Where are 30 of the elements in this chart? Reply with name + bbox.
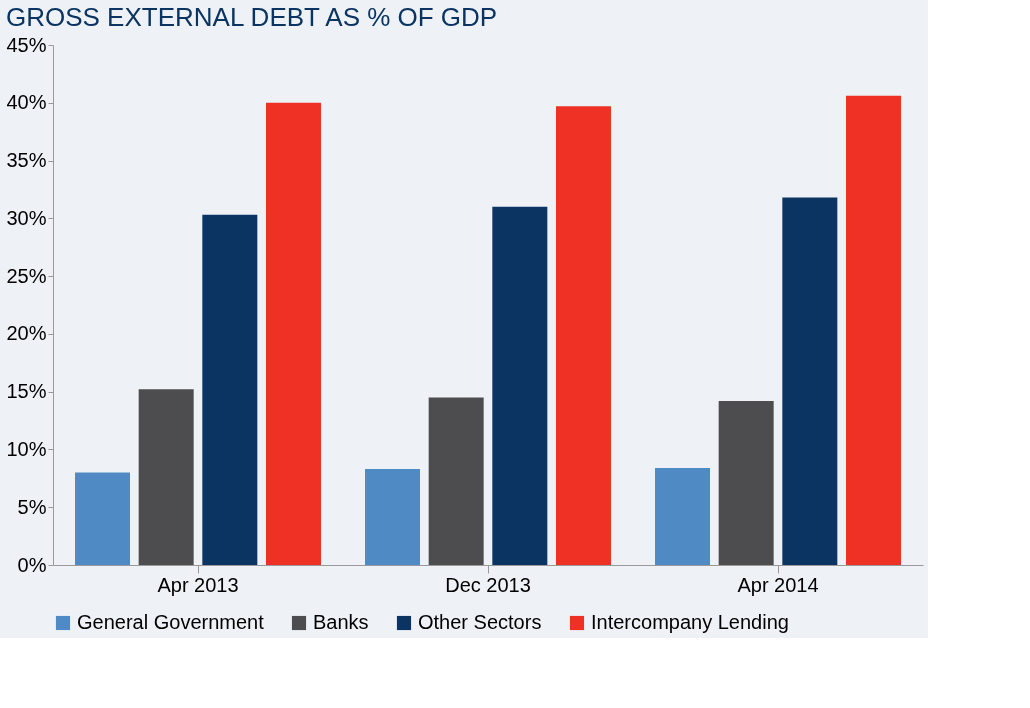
y-tick-label: 20%	[6, 322, 47, 345]
legend-label: General Government	[77, 611, 265, 633]
bar	[845, 95, 901, 565]
bar	[138, 389, 194, 565]
y-tick-label: 10%	[6, 437, 47, 460]
y-tick-label: 25%	[6, 264, 47, 287]
bar	[492, 206, 548, 565]
chart-title: GROSS EXTERNAL DEBT AS % OF GDP	[5, 2, 498, 32]
bar	[655, 467, 711, 565]
y-tick-label: 5%	[17, 495, 47, 518]
legend-label: Other Sectors	[418, 611, 542, 633]
bar	[428, 397, 484, 565]
y-tick-label: 0%	[17, 553, 47, 576]
bar	[265, 102, 321, 565]
bar	[202, 214, 258, 565]
x-tick-label: Apr 2014	[737, 573, 819, 596]
y-tick-label: 40%	[6, 91, 47, 114]
y-tick-label: 35%	[6, 149, 47, 172]
bar	[782, 197, 838, 565]
y-tick-label: 15%	[6, 380, 47, 403]
legend-label: Intercompany Lending	[591, 611, 789, 633]
x-tick-label: Dec 2013	[445, 573, 531, 596]
bar	[718, 400, 774, 565]
bar	[555, 106, 611, 565]
bar	[75, 472, 131, 565]
y-tick-label: 45%	[6, 33, 47, 56]
y-tick-label: 30%	[6, 206, 47, 229]
bar	[365, 469, 421, 565]
x-tick-label: Apr 2013	[157, 573, 239, 596]
legend-label: Banks	[313, 611, 369, 633]
